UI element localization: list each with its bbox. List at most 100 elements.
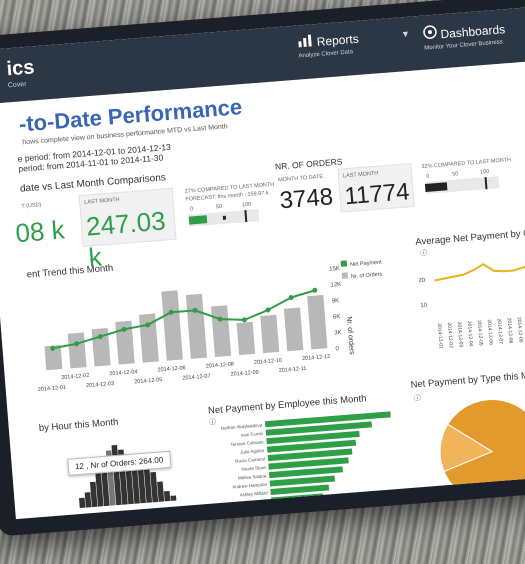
avg-x-tick: 2014-12-06 xyxy=(486,319,494,345)
hour-bar xyxy=(137,462,147,504)
trend-x-tick: 2014-12-11 xyxy=(279,366,307,374)
trend-x-tick: 2014-12-01 xyxy=(38,385,67,393)
trend-y-tick: 9K xyxy=(332,298,340,305)
trend-bar xyxy=(161,290,183,361)
employee-bar xyxy=(267,448,353,462)
avg-line xyxy=(434,262,525,282)
employee-bar xyxy=(270,484,330,496)
last-month-box: LAST MONTH 247.03 k xyxy=(78,187,177,273)
orders-last-month-label: LAST MONTH xyxy=(342,170,379,180)
hour-x-tick: 17 xyxy=(141,509,148,515)
hour-bar xyxy=(89,481,98,508)
orders-last-month-value: 11774 xyxy=(343,178,411,211)
avg-x-tick: 2014-12-03 xyxy=(456,322,464,348)
trend-point xyxy=(50,345,56,351)
brand-subtitle: Cover xyxy=(7,80,27,90)
employee-name: Andrew Hampton xyxy=(232,482,268,490)
orders-title: NR. OF ORDERS xyxy=(274,156,343,172)
employee-name: Ernesto Mongoski xyxy=(232,499,268,507)
employee-name: Nathan Abdybaldova xyxy=(221,422,263,430)
orders-bullet-target xyxy=(484,177,488,190)
employee-name: Ashley Millard xyxy=(240,490,269,497)
trend-legend: Net Payment Nr. of Orders xyxy=(340,258,383,281)
trend-point xyxy=(265,307,271,313)
top-nav-bar: ics Cover Reports Analyze Clover Data ▼ … xyxy=(0,4,525,105)
chevron-down-icon[interactable]: ▼ xyxy=(400,28,411,40)
trend-y-tick: 15K xyxy=(329,266,340,273)
hour-bar xyxy=(163,490,171,502)
hour-bar xyxy=(94,466,104,507)
nav-reports-sub: Analyze Clover Data xyxy=(298,49,354,60)
trend-point xyxy=(241,317,247,323)
legend-net-payment: Net Payment xyxy=(340,258,382,269)
trend-y-tick: 3K xyxy=(334,330,342,337)
legend-net-label: Net Payment xyxy=(349,259,382,269)
employee-bar xyxy=(265,411,391,428)
trend-y-label: Nr. of orders xyxy=(345,316,355,355)
orders-mtd-value: 3748 xyxy=(278,183,335,215)
hour-x-tick: 21 xyxy=(165,507,172,513)
month-to-date-label: MONTH TO DATE xyxy=(277,173,324,184)
type-pie-chart xyxy=(439,399,525,504)
trend-point xyxy=(217,316,223,322)
employee-name: Terrace Coltrane xyxy=(230,439,264,447)
net-payment-line xyxy=(52,289,316,350)
trend-x-tick: 2014-12-05 xyxy=(134,377,163,385)
avg-x-tick: 2014-12-08 xyxy=(506,318,514,344)
employee-x-tick: 4K xyxy=(358,503,366,510)
nav-reports[interactable]: Reports Analyze Clover Data xyxy=(297,31,360,60)
employee-name: Julio Aguilar xyxy=(240,448,265,455)
hour-bar xyxy=(157,481,165,502)
legend-nr-orders: Nr. of Orders xyxy=(341,270,383,281)
employee-name: Rocio Camerol xyxy=(235,456,265,463)
legend-green-swatch xyxy=(340,260,348,267)
pie-slice xyxy=(439,423,494,473)
trend-bar xyxy=(44,345,63,371)
trend-point xyxy=(121,326,127,332)
hour-x-tick: 07 xyxy=(80,514,87,520)
trend-x-tick: 2014-12-04 xyxy=(109,369,138,377)
trend-x-tick: 2014-12-07 xyxy=(182,373,211,381)
employee-bar xyxy=(267,439,357,453)
hour-x-tick: 03 xyxy=(56,515,63,519)
trend-point xyxy=(312,287,318,293)
hour-bar xyxy=(170,495,177,501)
main-content: -to-Date Performance hows complete view … xyxy=(0,59,525,520)
hour-x-tick: 15 xyxy=(129,510,136,516)
employee-bar xyxy=(265,421,372,436)
info-icon[interactable]: ⓘ xyxy=(413,394,421,403)
revenue-bullet-forecast xyxy=(222,215,227,220)
avg-x-tick: 2014-12-07 xyxy=(496,318,504,344)
employee-bar xyxy=(269,475,335,487)
trend-bar xyxy=(115,320,135,365)
trend-point xyxy=(288,294,294,300)
avg-x-tick: 2014-12-09 xyxy=(516,317,524,343)
employee-bar xyxy=(271,493,324,504)
trend-bar xyxy=(185,293,208,359)
hour-bar xyxy=(84,492,92,508)
legend-grey-swatch xyxy=(341,272,349,279)
employee-x-tick: 0 xyxy=(272,510,276,516)
hour-x-tick: 13 xyxy=(117,511,124,517)
hour-x-tick: 09 xyxy=(92,513,99,519)
nav-dashboards[interactable]: Dashboards Monitor Your Clover Business xyxy=(422,19,506,52)
trend-point xyxy=(168,309,174,315)
revenue-bullet-fill xyxy=(188,215,208,225)
brand-logo: ics xyxy=(5,56,36,81)
employee-name: Melisa Salana xyxy=(238,473,267,480)
hour-bar xyxy=(150,471,159,503)
gauge-icon xyxy=(422,25,437,43)
employee-x-tick: 6K xyxy=(402,499,410,506)
trend-y-tick: 0 xyxy=(335,346,339,352)
hour-bar xyxy=(78,497,86,509)
net-label: T (USD) xyxy=(21,202,42,210)
scale-0: 0 xyxy=(189,206,194,213)
avg-x-tick: 2014-12-01 xyxy=(436,323,444,349)
trend-bar xyxy=(211,305,232,357)
hour-title: by Hour this Month xyxy=(38,416,119,434)
orders-compared-label: 32% COMPARED TO LAST MONTH xyxy=(421,157,512,171)
hour-bar xyxy=(143,467,153,503)
